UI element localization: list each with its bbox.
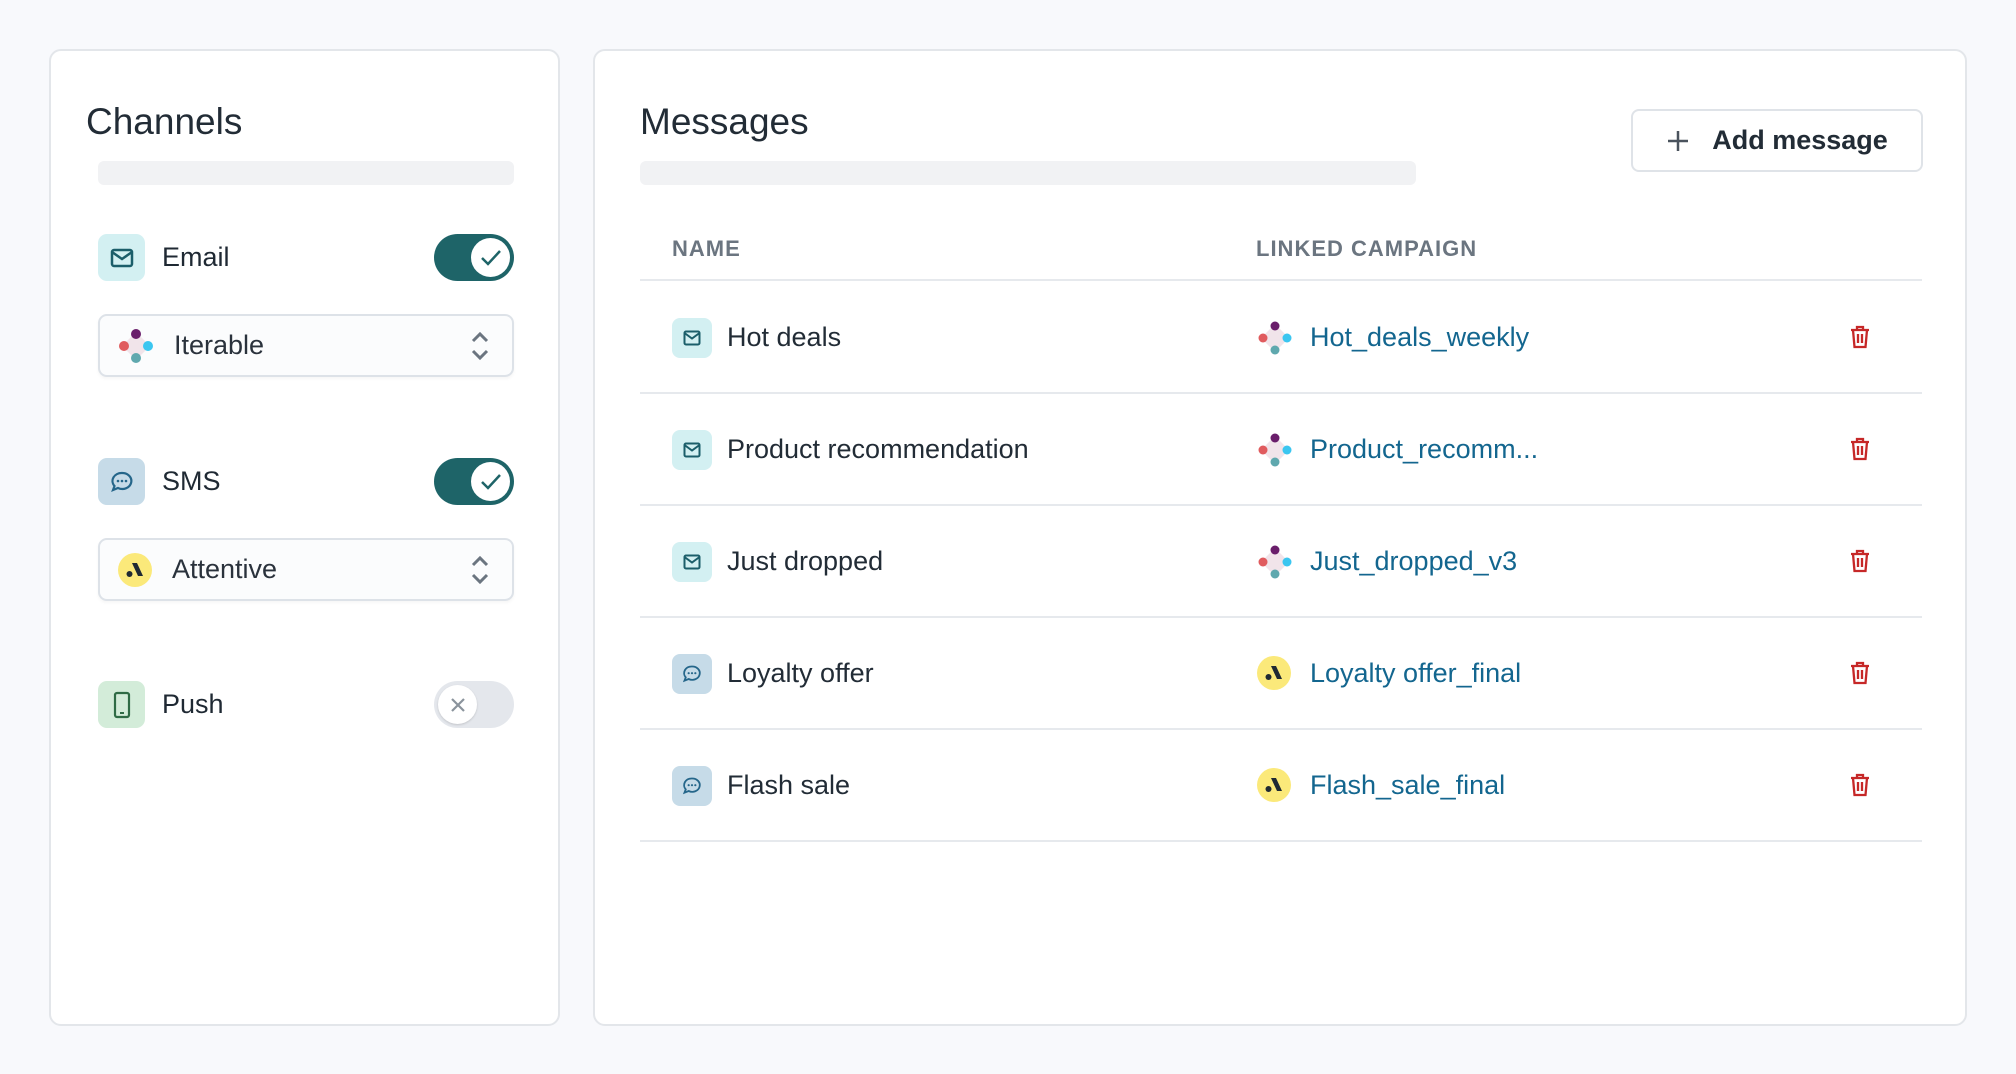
campaign-link[interactable]: Flash_sale_final [1310, 770, 1506, 800]
table-row[interactable]: Loyalty offer Loyalty offer_final [640, 618, 1922, 730]
row-divider [640, 840, 1922, 842]
phone-icon [98, 681, 145, 728]
table-row[interactable]: Product recommendation Product_recomm... [640, 394, 1922, 506]
column-header-name[interactable]: NAME [672, 236, 741, 261]
chevron-updown-icon [471, 555, 489, 585]
push-toggle[interactable] [434, 681, 514, 728]
campaign-link[interactable]: Just_dropped_v3 [1310, 546, 1518, 576]
check-icon [471, 238, 510, 277]
iterable-logo-icon [119, 328, 153, 363]
table-row[interactable]: Flash sale Flash_sale_final [640, 730, 1922, 842]
mail-icon [672, 318, 712, 358]
sms-toggle[interactable] [434, 458, 514, 505]
trash-icon[interactable] [1848, 660, 1872, 691]
iterable-logo-icon [1257, 432, 1293, 473]
mail-icon [98, 234, 145, 281]
chevron-updown-icon [471, 331, 489, 361]
channel-label: Push [162, 689, 224, 719]
row-divider [640, 728, 1922, 730]
channel-email: Email [98, 234, 514, 281]
channel-label: SMS [162, 466, 221, 496]
channel-label: Email [162, 242, 230, 272]
trash-icon[interactable] [1848, 324, 1872, 355]
select-value: Iterable [174, 330, 265, 360]
column-header-linked-campaign[interactable]: LINKED CAMPAIGN [1256, 236, 1478, 261]
campaign-link[interactable]: Product_recomm... [1310, 434, 1539, 464]
mail-icon [672, 430, 712, 470]
mail-icon [672, 542, 712, 582]
channel-sms: SMS [98, 458, 514, 505]
row-divider [640, 504, 1922, 506]
trash-icon[interactable] [1848, 548, 1872, 579]
table-row[interactable]: Just dropped Just_dropped_v3 [640, 506, 1922, 618]
channel-push: Push [98, 681, 514, 728]
x-icon [438, 685, 477, 724]
attentive-logo-icon [118, 552, 152, 587]
table-row[interactable]: Hot deals Hot_deals_weekly [640, 282, 1922, 394]
messages-title: Messages [640, 101, 809, 142]
add-message-label: Add message [1712, 125, 1888, 155]
row-divider [640, 392, 1922, 394]
attentive-logo-icon [1257, 656, 1291, 695]
message-name: Just dropped [727, 546, 884, 576]
trash-icon[interactable] [1848, 772, 1872, 803]
channels-skeleton [98, 161, 514, 185]
messages-skeleton [640, 161, 1416, 185]
email-provider-select[interactable]: Iterable [98, 314, 514, 377]
select-value: Attentive [172, 554, 278, 584]
message-name: Product recommendation [727, 434, 1029, 464]
email-toggle[interactable] [434, 234, 514, 281]
trash-icon[interactable] [1848, 436, 1872, 467]
sms-provider-select[interactable]: Attentive [98, 538, 514, 601]
check-icon [471, 462, 510, 501]
row-divider [640, 616, 1922, 618]
campaign-link[interactable]: Loyalty offer_final [1310, 658, 1522, 688]
message-name: Hot deals [727, 322, 842, 352]
add-message-button[interactable]: Add message [1631, 109, 1923, 172]
chat-icon [98, 458, 145, 505]
chat-icon [672, 766, 712, 806]
messages-panel: Messages Add message NAME LINKED CAMPAIG… [593, 49, 1967, 1026]
chat-icon [672, 654, 712, 694]
iterable-logo-icon [1257, 320, 1293, 361]
channels-panel: Channels Email Iterable SMS Attentive Pu… [49, 49, 560, 1026]
plus-icon [1668, 130, 1689, 151]
attentive-logo-icon [1257, 768, 1291, 807]
message-name: Loyalty offer [727, 658, 874, 688]
campaign-link[interactable]: Hot_deals_weekly [1310, 322, 1530, 352]
message-name: Flash sale [727, 770, 851, 800]
header-divider [640, 279, 1922, 281]
channels-title: Channels [86, 101, 243, 142]
iterable-logo-icon [1257, 544, 1293, 585]
